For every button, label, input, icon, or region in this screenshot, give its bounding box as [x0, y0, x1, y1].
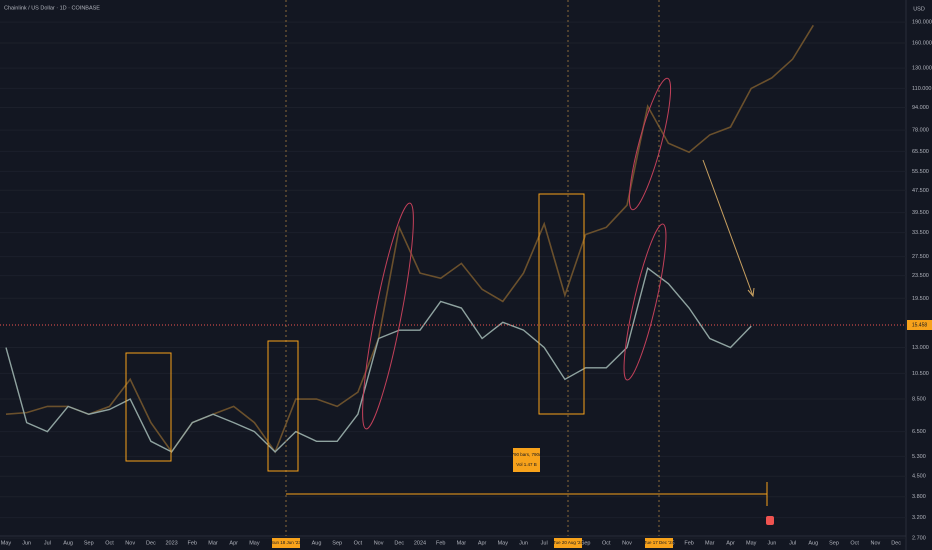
- y-tick-label: 5.300: [912, 454, 926, 460]
- x-tick-label: Aug: [312, 540, 322, 546]
- box: [267, 340, 299, 472]
- y-tick-label: 27.500: [912, 254, 929, 260]
- x-tick-label: Dec: [891, 540, 901, 546]
- y-tick-label: 3.800: [912, 494, 926, 500]
- box: [538, 193, 585, 415]
- x-tick-label: Jul: [44, 540, 51, 546]
- y-tick-label: 110.000: [912, 86, 931, 92]
- x-tick-label: Apr: [726, 540, 735, 546]
- x-tick-label: 2023: [165, 540, 177, 546]
- y-tick-label: 78.000: [912, 128, 929, 134]
- measure-bars: 790 bars, 790d: [511, 452, 542, 457]
- x-tick-label: May: [1, 540, 12, 546]
- measure-volume: Vol 1.47 B: [516, 462, 537, 467]
- x-tick-label: Oct: [354, 540, 363, 546]
- series-line: [5, 266, 752, 453]
- ellipse: [362, 202, 414, 430]
- x-tick-label: Nov: [622, 540, 632, 546]
- x-tick-label: Feb: [684, 540, 693, 546]
- y-tick-label: 47.500: [912, 188, 929, 194]
- date-highlight-label: Sun 18 Jun '23: [271, 540, 301, 545]
- currency: USD: [913, 6, 925, 12]
- x-tick-label: May: [249, 540, 260, 546]
- x-tick-label: 2024: [414, 540, 426, 546]
- x-tick-label: Jun: [767, 540, 776, 546]
- x-tick-label: Dec: [146, 540, 156, 546]
- alert-icon: [766, 516, 774, 525]
- x-tick-label: May: [498, 540, 509, 546]
- y-tick-label: 55.500: [912, 169, 929, 175]
- x-tick-label: Sep: [829, 540, 839, 546]
- x-tick-label: Oct: [602, 540, 611, 546]
- y-tick-label: 190.000: [912, 20, 932, 26]
- x-tick-label: Mar: [705, 540, 715, 546]
- x-tick-label: Mar: [457, 540, 467, 546]
- y-tick-label: 23.500: [912, 273, 929, 279]
- y-tick-label: 10.500: [912, 371, 929, 377]
- x-tick-label: Nov: [125, 540, 135, 546]
- date-highlight-label: Tue 20 Aug '24: [553, 540, 583, 545]
- x-tick-label: Mar: [208, 540, 218, 546]
- date-highlight: [272, 538, 300, 548]
- y-tick-label: 2.700: [912, 536, 926, 542]
- x-tick-label: Oct: [105, 540, 114, 546]
- x-tick-label: Nov: [374, 540, 384, 546]
- y-tick-label: 130.000: [912, 66, 932, 72]
- x-tick-label: Feb: [436, 540, 445, 546]
- x-tick-label: Jun: [519, 540, 528, 546]
- x-tick-label: Sep: [84, 540, 94, 546]
- box: [125, 352, 172, 462]
- x-tick-label: Aug: [808, 540, 818, 546]
- y-tick-label: 39.500: [912, 210, 929, 216]
- y-tick-label: 94.000: [912, 105, 929, 111]
- x-tick-label: Oct: [850, 540, 859, 546]
- x-tick-label: Jul: [541, 540, 548, 546]
- price-tag-label: 15.458: [912, 322, 928, 328]
- date-highlight: [645, 538, 673, 548]
- date-highlight-label: Tue 17 Dec '24: [644, 540, 675, 545]
- x-tick-label: Apr: [229, 540, 238, 546]
- y-tick-label: 3.200: [912, 515, 926, 521]
- ellipse: [628, 77, 672, 211]
- arrow: [702, 159, 754, 297]
- series-line: [5, 24, 814, 454]
- x-tick-label: Jun: [22, 540, 31, 546]
- x-tick-label: Sep: [332, 540, 342, 546]
- y-tick-label: 19.500: [912, 296, 929, 302]
- y-tick-label: 8.500: [912, 397, 926, 403]
- x-tick-label: Sep: [581, 540, 591, 546]
- y-tick-label: 65.500: [912, 149, 929, 155]
- chart-title: Chainlink / US Dollar · 1D · COINBASE: [4, 5, 100, 11]
- x-tick-label: Feb: [188, 540, 197, 546]
- ellipse: [623, 223, 667, 381]
- y-tick-label: 4.500: [912, 474, 926, 480]
- x-tick-label: Dec: [394, 540, 404, 546]
- x-tick-label: Apr: [478, 540, 487, 546]
- arrow-head: [747, 287, 755, 298]
- measure-box: [513, 448, 540, 472]
- x-tick-label: Nov: [871, 540, 881, 546]
- annotations: [0, 0, 906, 536]
- y-tick-label: 13.000: [912, 345, 929, 351]
- x-tick-label: May: [746, 540, 757, 546]
- date-highlight: [554, 538, 582, 548]
- x-tick-label: Aug: [63, 540, 73, 546]
- y-tick-label: 33.500: [912, 230, 929, 236]
- y-tick-label: 6.500: [912, 429, 926, 435]
- y-tick-label: 160.000: [912, 40, 932, 46]
- series-layer: [0, 21, 906, 539]
- price-tag: [907, 320, 932, 330]
- x-tick-label: Jul: [789, 540, 796, 546]
